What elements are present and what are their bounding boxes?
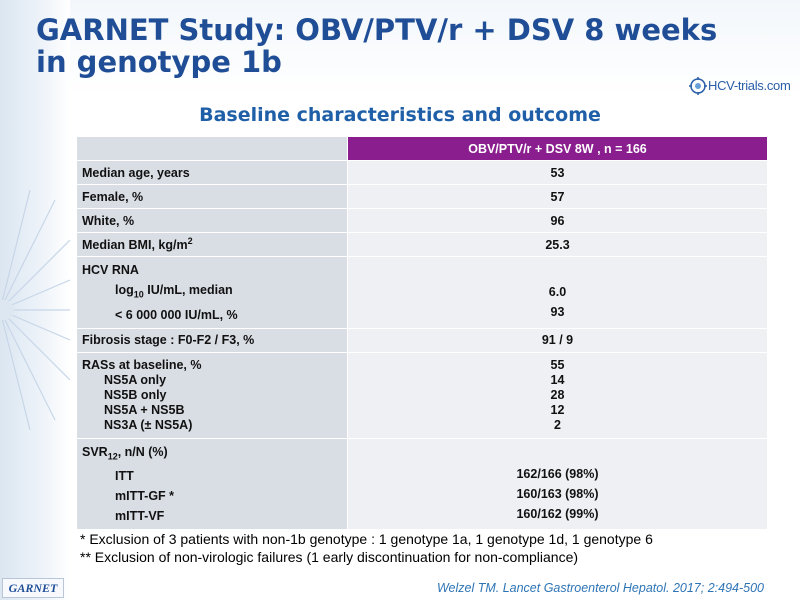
table-row-age: Median age, years 53 xyxy=(76,160,768,185)
hcv-log-label: log10 IU/mL, median xyxy=(82,280,342,305)
background-left xyxy=(0,0,70,600)
svr-label: SVR12, n/N (%) xyxy=(82,442,342,467)
ras-value: 55 xyxy=(550,357,565,372)
svr-label-sub: 12 xyxy=(107,451,118,461)
hcv-value-cell: 6.0 93 xyxy=(347,256,768,329)
table-row-hcv-rna: HCV RNA log10 IU/mL, median < 6 000 000 … xyxy=(76,256,768,329)
table-row-female: Female, % 57 xyxy=(76,184,768,209)
hcv-label: HCV RNA xyxy=(82,263,139,277)
hcv-trials-logo: HCV-trials.com xyxy=(688,76,800,98)
bmi-label-sup: 2 xyxy=(187,236,193,247)
garnet-badge: GARNET xyxy=(2,578,64,598)
bmi-label: Median BMI, kg/m xyxy=(82,238,188,253)
bmi-label-cell: Median BMI, kg/m2 xyxy=(76,232,348,257)
header-empty-cell xyxy=(76,136,348,161)
bmi-value: 25.3 xyxy=(347,232,768,257)
table-header-row: OBV/PTV/r + DSV 8W , n = 166 xyxy=(76,136,768,161)
header-arm-cell: OBV/PTV/r + DSV 8W , n = 166 xyxy=(347,136,768,161)
svr-label-post: , n/N (%) xyxy=(117,444,168,459)
hcv-median-value: 6.0 xyxy=(548,285,567,300)
ras-value-cell: 55 14 28 12 2 xyxy=(347,351,768,439)
ras-item-value: 2 xyxy=(554,417,561,432)
ras-item-label: NS5B only xyxy=(104,387,167,402)
table-row-fibrosis: Fibrosis stage : F0-F2 / F3, % 91 / 9 xyxy=(76,327,768,353)
hcv-log-text: log xyxy=(115,283,134,297)
hcv-logo-icon xyxy=(689,77,707,95)
age-label: Median age, years xyxy=(76,160,348,185)
header-arm-label: OBV/PTV/r + DSV 8W , n = 166 xyxy=(468,141,647,156)
footnote: * Exclusion of 3 patients with non-1b ge… xyxy=(80,531,653,547)
baseline-table: OBV/PTV/r + DSV 8W , n = 166 Median age,… xyxy=(76,136,768,530)
logo-text: HCV-trials.com xyxy=(708,78,791,93)
hcv-label-cell: HCV RNA log10 IU/mL, median < 6 000 000 … xyxy=(76,256,348,329)
hcv-threshold-value: 93 xyxy=(550,305,565,320)
ras-label: RASs at baseline, % xyxy=(82,357,202,372)
svr-item-label: mITT-GF * xyxy=(115,489,175,503)
footnote: ** Exclusion of non-virologic failures (… xyxy=(80,549,579,565)
female-value: 57 xyxy=(347,184,768,209)
age-value: 53 xyxy=(347,160,768,185)
ras-item-value: 12 xyxy=(550,402,565,417)
svr-item-label: ITT xyxy=(115,469,134,483)
fibrosis-value: 91 / 9 xyxy=(347,327,768,353)
hcv-log-sub: 10 xyxy=(133,289,144,300)
svr-value-cell: 162/166 (98%) 160/163 (98%) 160/162 (99%… xyxy=(347,437,768,530)
ras-item-value: 28 xyxy=(550,387,565,402)
table-row-svr: SVR12, n/N (%) ITT mITT-GF * mITT-VF 162… xyxy=(76,437,768,530)
ras-item-value: 14 xyxy=(550,372,565,387)
hcv-log-text-post: IU/mL, median xyxy=(143,283,233,297)
ras-label-cell: RASs at baseline, % NS5A only NS5B only … xyxy=(76,351,348,439)
table-row-ras: RASs at baseline, % NS5A only NS5B only … xyxy=(76,351,768,439)
white-label: White, % xyxy=(76,208,348,233)
section-subtitle: Baseline characteristics and outcome xyxy=(199,104,601,126)
svr-label-cell: SVR12, n/N (%) ITT mITT-GF * mITT-VF xyxy=(76,437,348,530)
ras-item-label: NS3A (± NS5A) xyxy=(104,417,193,432)
decorative-sparkle-graphic xyxy=(0,189,70,431)
fibrosis-label: Fibrosis stage : F0-F2 / F3, % xyxy=(76,327,348,353)
page-title: GARNET Study: OBV/PTV/r + DSV 8 weeks in… xyxy=(36,13,718,79)
footnotes: * Exclusion of 3 patients with non-1b ge… xyxy=(80,530,653,566)
svr-label-text: SVR xyxy=(82,444,108,459)
hcv-threshold-label: < 6 000 000 IU/mL, % xyxy=(115,307,238,322)
ras-item-label: NS5A + NS5B xyxy=(104,402,185,417)
svr-item-value: 160/163 (98%) xyxy=(516,486,599,501)
white-value: 96 xyxy=(347,208,768,233)
background-top xyxy=(0,0,800,95)
table-row-bmi: Median BMI, kg/m2 25.3 xyxy=(76,232,768,257)
female-label: Female, % xyxy=(76,184,348,209)
table-row-white: White, % 96 xyxy=(76,208,768,233)
svr-item-value: 162/166 (98%) xyxy=(516,466,599,481)
svr-item-value: 160/162 (99%) xyxy=(516,506,599,521)
svr-item-label: mITT-VF xyxy=(115,509,165,523)
ras-item-label: NS5A only xyxy=(104,372,167,387)
citation: Welzel TM. Lancet Gastroenterol Hepatol.… xyxy=(436,581,764,595)
